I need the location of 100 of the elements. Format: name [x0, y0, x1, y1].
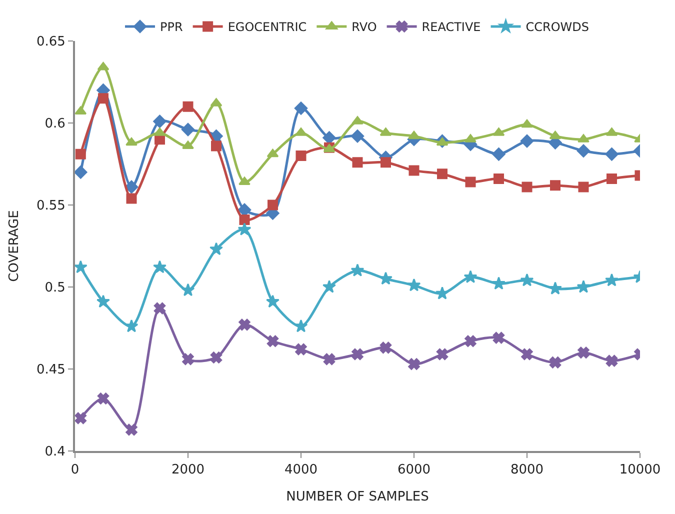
point: [75, 166, 88, 179]
point: [294, 102, 308, 115]
point: [352, 116, 364, 124]
point: [549, 356, 562, 368]
point: [605, 273, 618, 286]
x-tick-label: 2000: [171, 462, 205, 478]
point: [323, 353, 336, 366]
y-tick-label: 0.65: [36, 34, 66, 50]
point: [520, 134, 534, 148]
point: [492, 276, 506, 290]
point: [408, 165, 420, 176]
point: [437, 168, 448, 180]
point: [153, 114, 166, 128]
point: [97, 392, 110, 404]
y-tick-label: 0.4: [44, 444, 66, 460]
point: [522, 182, 532, 192]
point: [578, 134, 590, 142]
point: [96, 294, 110, 308]
point: [380, 342, 392, 354]
point: [239, 214, 250, 226]
point: [350, 130, 364, 143]
point: [181, 122, 195, 136]
point: [492, 332, 505, 344]
point: [605, 148, 618, 161]
point: [268, 200, 278, 210]
point: [126, 137, 138, 146]
y-axis-title: COVERAGE: [6, 210, 22, 282]
point: [379, 272, 392, 285]
point: [182, 101, 194, 112]
point: [436, 286, 449, 300]
point: [322, 280, 336, 293]
point: [408, 358, 420, 370]
point: [548, 282, 562, 294]
point: [464, 270, 478, 284]
point: [606, 354, 618, 367]
point: [182, 353, 194, 366]
y-tick-label: 0.5: [44, 280, 66, 296]
x-tick-label: 4000: [284, 462, 318, 478]
point: [97, 62, 110, 70]
point: [436, 348, 448, 360]
legend-label: PPR: [160, 20, 183, 34]
point: [521, 348, 533, 360]
point: [408, 130, 420, 140]
point: [154, 302, 166, 314]
point: [75, 260, 88, 274]
x-tick-label: 6000: [397, 462, 431, 478]
point: [238, 318, 250, 331]
point: [352, 157, 363, 168]
point: [266, 294, 280, 308]
point: [380, 157, 391, 168]
point: [549, 130, 562, 140]
point: [407, 278, 421, 292]
point: [153, 260, 166, 274]
x-tick-label: 0: [70, 462, 80, 478]
point: [492, 148, 506, 161]
x-axis-title: NUMBER OF SAMPLES: [286, 490, 429, 505]
legend-label: CCROWDS: [526, 20, 590, 34]
point: [181, 283, 195, 296]
point: [75, 106, 87, 115]
point: [578, 182, 589, 192]
legend-label: EGOCENTRIC: [228, 20, 307, 34]
point: [126, 424, 138, 436]
point: [350, 264, 364, 276]
point: [126, 193, 137, 204]
point: [266, 335, 279, 347]
y-tick-label: 0.55: [36, 198, 66, 214]
point: [182, 140, 194, 149]
point: [578, 346, 590, 358]
point: [465, 176, 476, 188]
point: [238, 222, 252, 236]
point: [75, 412, 86, 424]
point: [210, 352, 222, 364]
point: [352, 348, 364, 360]
point: [494, 174, 504, 184]
point: [266, 148, 279, 158]
point: [75, 148, 86, 160]
legend-label: RVO: [352, 20, 377, 34]
point: [296, 150, 306, 162]
point: [124, 319, 138, 332]
point: [521, 119, 533, 128]
point: [576, 144, 590, 158]
point: [550, 180, 560, 191]
point: [210, 242, 223, 256]
y-tick-label: 0.6: [44, 116, 66, 132]
point: [124, 180, 138, 194]
point: [464, 335, 476, 347]
point: [322, 131, 336, 144]
point: [436, 137, 448, 146]
point: [238, 176, 250, 186]
point: [98, 93, 108, 104]
point: [606, 174, 617, 184]
x-tick-label: 8000: [510, 462, 544, 478]
point: [520, 273, 534, 286]
point: [464, 134, 476, 142]
legend-label: REACTIVE: [422, 20, 481, 34]
point: [294, 319, 308, 332]
point: [295, 343, 307, 356]
point: [211, 140, 222, 152]
point: [576, 280, 590, 293]
point: [295, 128, 307, 136]
